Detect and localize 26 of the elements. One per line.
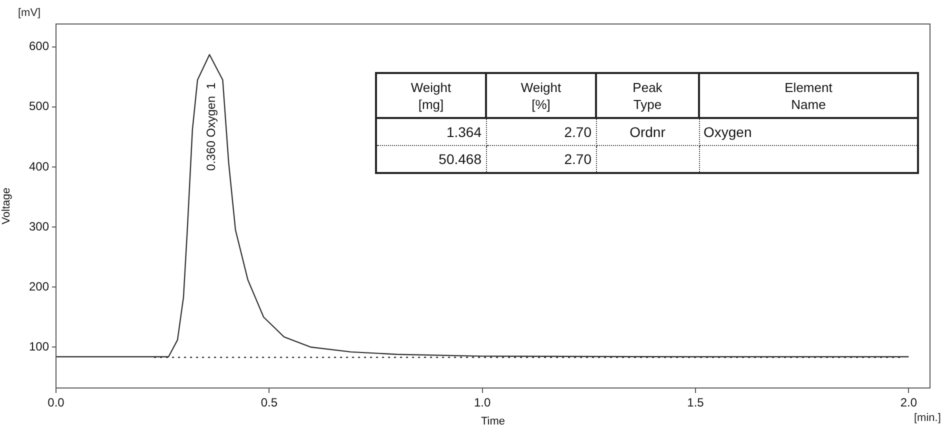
- annotation: Weight [%]: [486, 73, 596, 118]
- annotation: Weight [mg]: [376, 73, 486, 118]
- x-tick-label: 1.5: [687, 396, 704, 410]
- y-axis-title: Voltage: [0, 188, 13, 224]
- text: [min.]: [914, 412, 941, 424]
- annotation: 1.364: [376, 118, 486, 146]
- text: [mV]: [18, 7, 41, 19]
- y-tick-label: 100: [28, 339, 50, 354]
- y-tick-label: 300: [28, 219, 50, 234]
- x-tick-label: 0.5: [260, 396, 278, 410]
- x-tick-label: 2.0: [900, 396, 918, 410]
- x-tick-label: 0.0: [48, 396, 65, 410]
- annotation: Element Name: [699, 73, 918, 118]
- annotation: 2.70: [486, 146, 596, 173]
- annotation: Oxygen: [699, 118, 918, 146]
- x-axis-title: Time: [480, 415, 506, 428]
- y-tick-label: 600: [28, 39, 50, 54]
- y-tick-label: 500: [28, 99, 50, 114]
- annotation: 2.70: [486, 118, 596, 146]
- annotation: 50.468: [376, 146, 486, 173]
- y-tick-label: 200: [28, 279, 50, 294]
- annotation: Ordnr: [596, 118, 699, 146]
- y-tick-label: 400: [28, 159, 50, 174]
- annotation: Peak Type: [596, 73, 699, 118]
- x-tick-label: 1.0: [474, 396, 492, 410]
- annotation: 0.360 Oxygen 1: [204, 82, 218, 171]
